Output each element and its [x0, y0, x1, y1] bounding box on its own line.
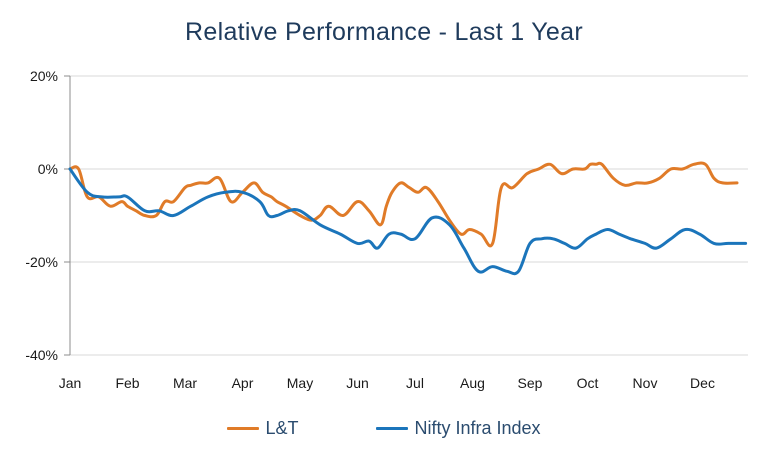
x-tick-label: Nov [633, 375, 658, 391]
legend-item-nifty: Nifty Infra Index [376, 418, 541, 439]
y-tick-label: -20% [25, 254, 58, 270]
y-tick-label: 20% [30, 68, 58, 84]
legend-swatch-lt [227, 427, 260, 430]
x-tick-label: Aug [460, 375, 485, 391]
legend-swatch-nifty [376, 427, 409, 430]
x-tick-label: Apr [232, 375, 254, 391]
y-tick-label: -40% [25, 347, 58, 363]
x-tick-label: Jul [406, 375, 424, 391]
y-tick-label: 0% [38, 161, 58, 177]
x-tick-label: Dec [690, 375, 715, 391]
chart-title: Relative Performance - Last 1 Year [185, 18, 583, 46]
x-tick-label: Oct [577, 375, 599, 391]
x-tick-label: Sep [518, 375, 543, 391]
series-line-nifty-infra [68, 167, 748, 276]
series-line-lt [68, 161, 739, 248]
x-tick-label: Jan [59, 375, 82, 391]
x-tick-label: May [287, 375, 313, 391]
legend-label-lt: L&T [265, 418, 299, 438]
legend-label-nifty: Nifty Infra Index [414, 418, 541, 438]
x-tick-label: Jun [346, 375, 369, 391]
x-tick-label: Feb [115, 375, 139, 391]
x-tick-label: Mar [173, 375, 197, 391]
legend-item-lt: L&T [227, 418, 298, 439]
chart-legend: L&T Nifty Infra Index [0, 418, 768, 439]
